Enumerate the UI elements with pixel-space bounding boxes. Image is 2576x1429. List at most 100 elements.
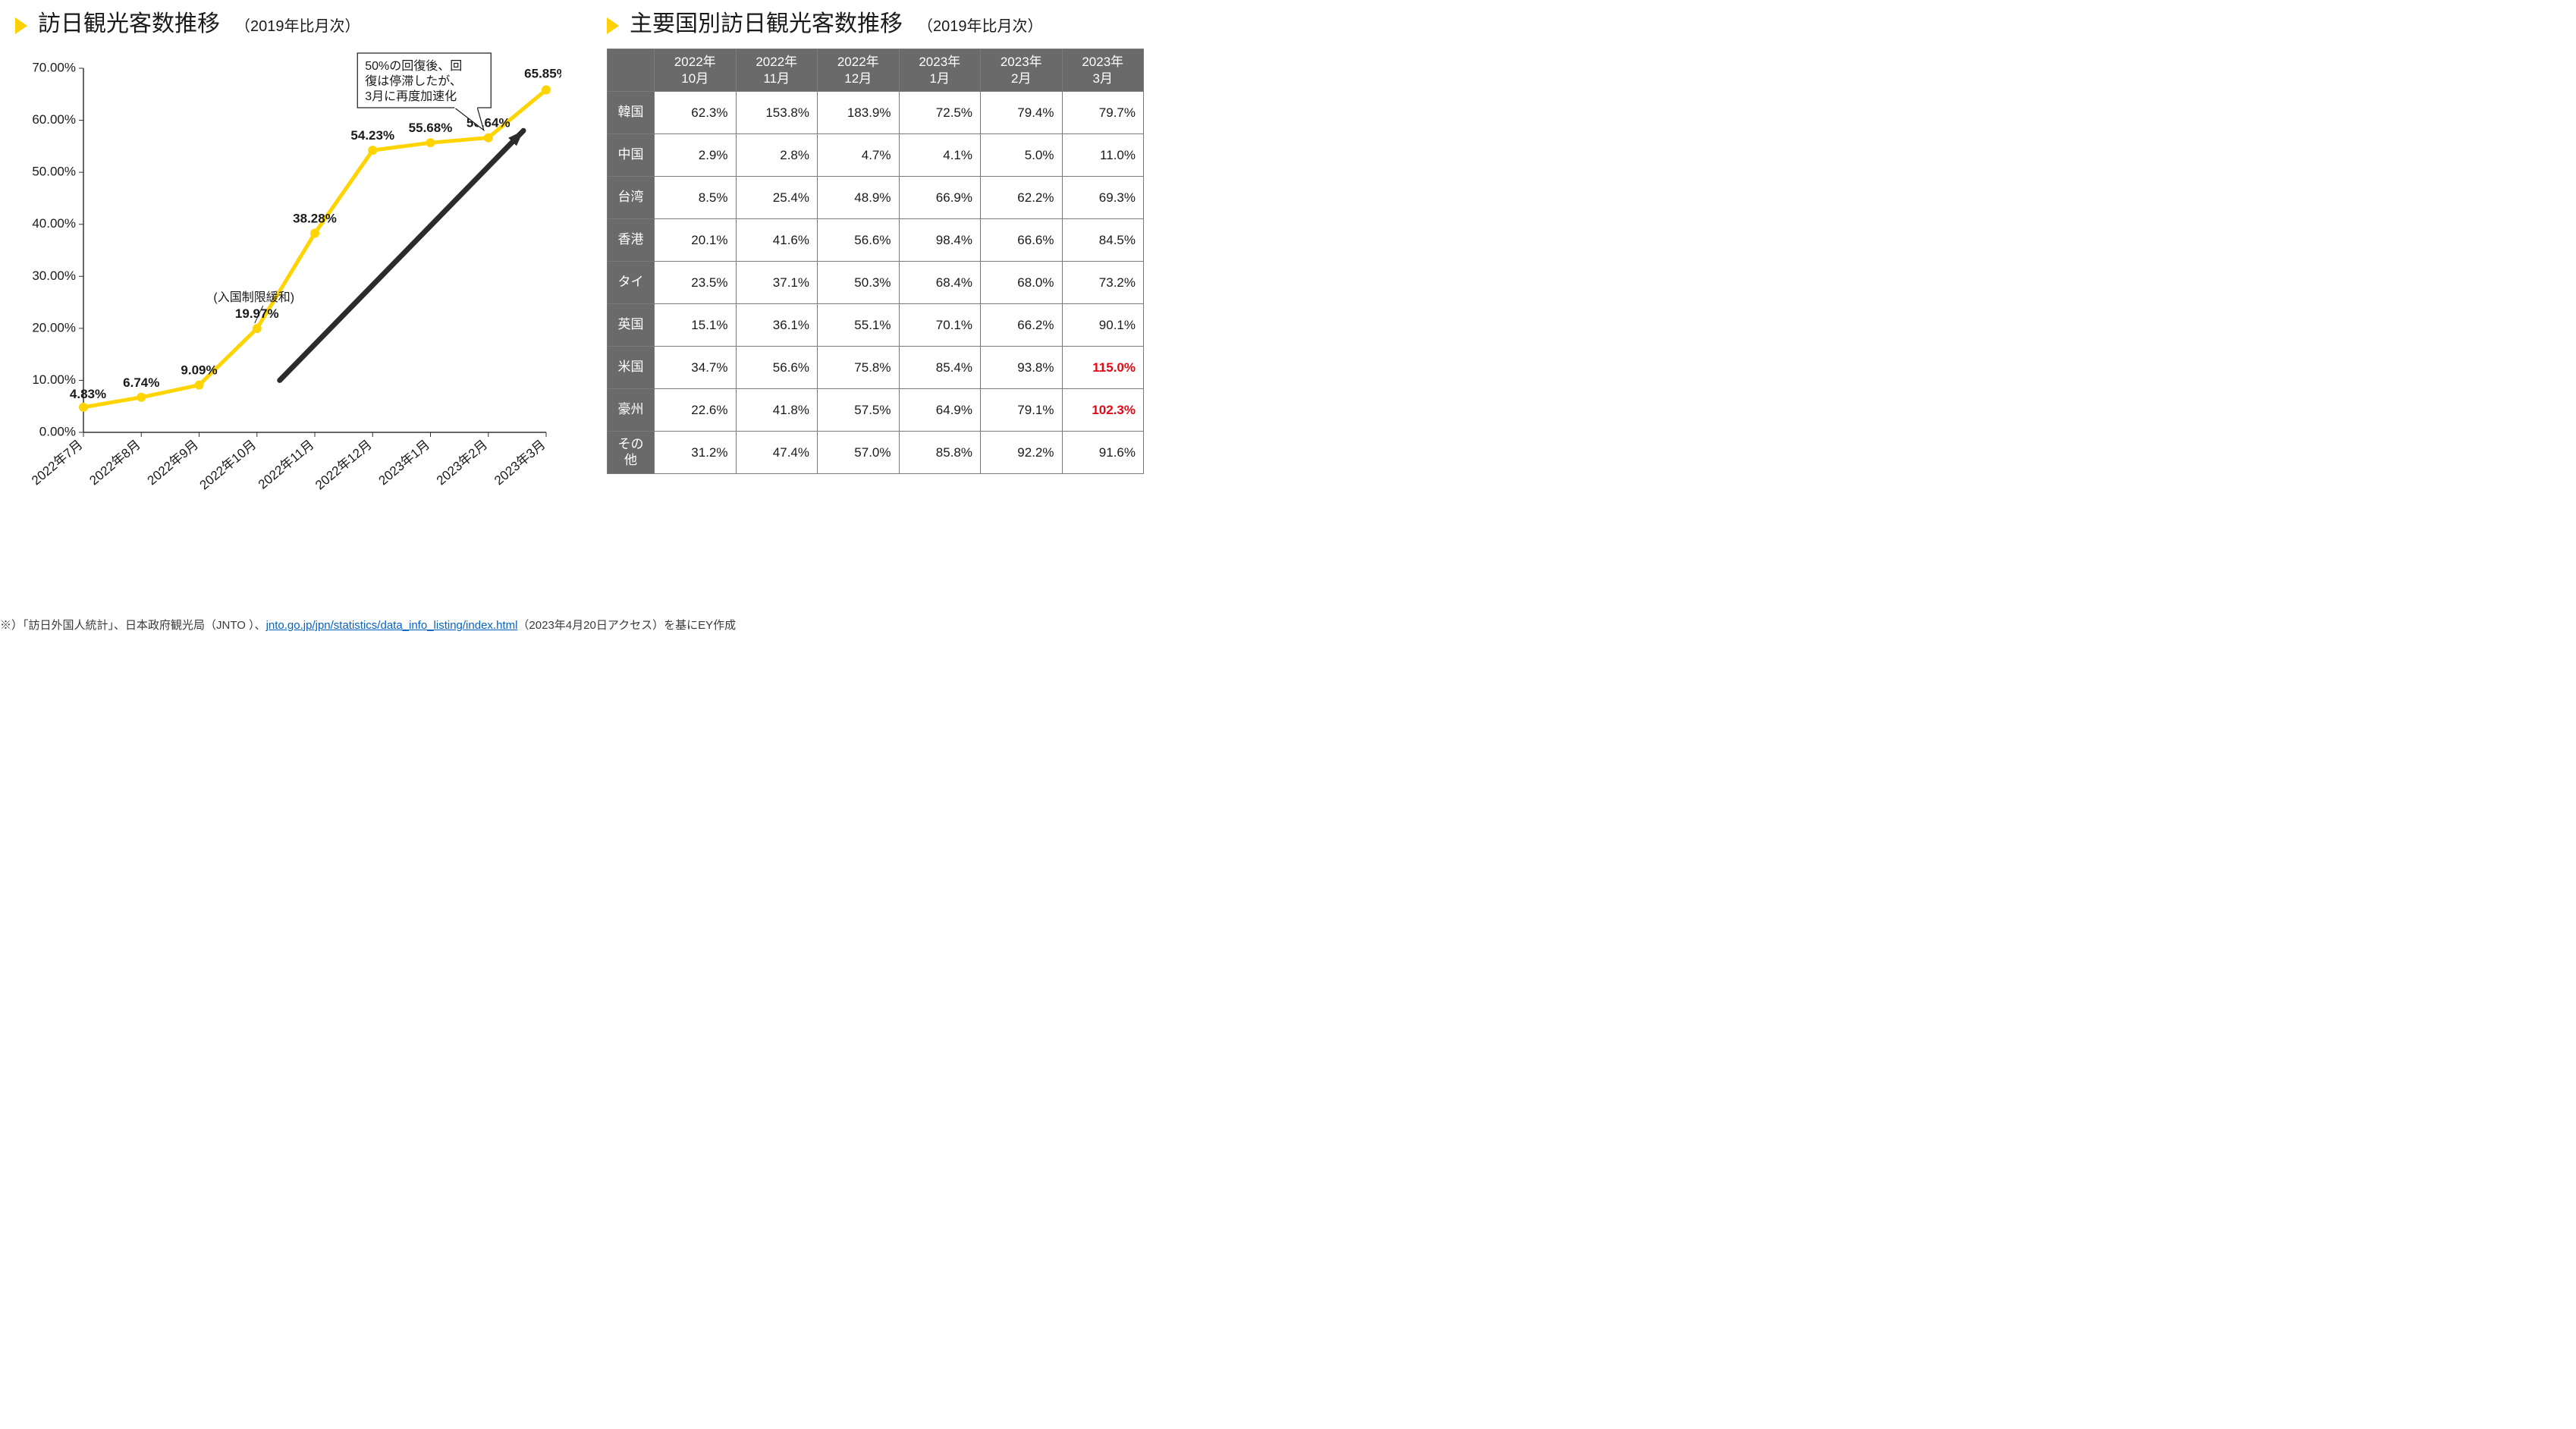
- table-cell: 62.3%: [655, 92, 737, 134]
- table-cell: 8.5%: [655, 177, 737, 219]
- table-cell: 22.6%: [655, 389, 737, 432]
- country-table: 2022年10月2022年11月2022年12月2023年1月2023年2月20…: [607, 49, 1144, 474]
- svg-text:65.85%: 65.85%: [524, 66, 561, 80]
- table-cell: 56.6%: [818, 219, 900, 262]
- table-cell: 102.3%: [1062, 389, 1144, 432]
- left-title-main: 訪日観光客数推移: [38, 5, 220, 38]
- table-cell: 70.1%: [899, 304, 981, 347]
- right-title-sub: （2019年比月次）: [918, 14, 1043, 36]
- svg-text:40.00%: 40.00%: [32, 216, 76, 231]
- svg-text:6.74%: 6.74%: [123, 375, 159, 390]
- table-col-header: 2022年12月: [818, 49, 900, 92]
- table-cell: 66.9%: [899, 177, 981, 219]
- table-row: 韓国62.3%153.8%183.9%72.5%79.4%79.7%: [608, 92, 1144, 134]
- svg-text:2022年10月: 2022年10月: [197, 438, 259, 493]
- table-cell: 2.8%: [736, 134, 818, 177]
- svg-text:2022年12月: 2022年12月: [313, 438, 375, 493]
- table-cell: 50.3%: [818, 262, 900, 304]
- table-cell: 90.1%: [1062, 304, 1144, 347]
- triangle-bullet-icon: [15, 17, 27, 34]
- svg-text:復は停滞したが、: 復は停滞したが、: [365, 74, 462, 88]
- table-cell: 47.4%: [736, 432, 818, 474]
- table-row: 香港20.1%41.6%56.6%98.4%66.6%84.5%: [608, 219, 1144, 262]
- svg-text:4.83%: 4.83%: [70, 387, 106, 401]
- table-cell: 41.6%: [736, 219, 818, 262]
- table-cell: 183.9%: [818, 92, 900, 134]
- svg-text:30.00%: 30.00%: [32, 269, 76, 283]
- svg-text:55.68%: 55.68%: [409, 121, 453, 135]
- svg-text:3月に再度加速化: 3月に再度加速化: [365, 90, 457, 103]
- table-cell: 68.0%: [981, 262, 1063, 304]
- table-row-header: 台湾: [608, 177, 655, 219]
- line-chart-svg: 0.00%10.00%20.00%30.00%40.00%50.00%60.00…: [15, 46, 561, 546]
- table-row: その他31.2%47.4%57.0%85.8%92.2%91.6%: [608, 432, 1144, 474]
- table-cell: 79.1%: [981, 389, 1063, 432]
- svg-text:2022年11月: 2022年11月: [256, 438, 317, 492]
- table-cell: 75.8%: [818, 347, 900, 389]
- slide: 訪日観光客数推移 （2019年比月次） 0.00%10.00%20.00%30.…: [0, 0, 1159, 643]
- svg-text:38.28%: 38.28%: [293, 212, 337, 226]
- table-col-header: 2023年1月: [899, 49, 981, 92]
- triangle-bullet-icon: [607, 17, 619, 34]
- right-section-title: 主要国別訪日観光客数推移 （2019年比月次）: [607, 5, 1144, 38]
- table-row: 英国15.1%36.1%55.1%70.1%66.2%90.1%: [608, 304, 1144, 347]
- table-row-header: 英国: [608, 304, 655, 347]
- table-row-header: 中国: [608, 134, 655, 177]
- table-cell: 72.5%: [899, 92, 981, 134]
- table-cell: 98.4%: [899, 219, 981, 262]
- table-row: 台湾8.5%25.4%48.9%66.9%62.2%69.3%: [608, 177, 1144, 219]
- table-row-header: 米国: [608, 347, 655, 389]
- table-row: 中国2.9%2.8%4.7%4.1%5.0%11.0%: [608, 134, 1144, 177]
- table-cell: 56.6%: [736, 347, 818, 389]
- table-row-header: 韓国: [608, 92, 655, 134]
- svg-text:9.09%: 9.09%: [181, 363, 217, 378]
- table-cell: 84.5%: [1062, 219, 1144, 262]
- table-cell: 23.5%: [655, 262, 737, 304]
- svg-text:50.00%: 50.00%: [32, 165, 76, 179]
- table-cell: 85.8%: [899, 432, 981, 474]
- table-cell: 93.8%: [981, 347, 1063, 389]
- table-cell: 91.6%: [1062, 432, 1144, 474]
- table-cell: 41.8%: [736, 389, 818, 432]
- svg-text:2022年9月: 2022年9月: [145, 438, 201, 488]
- table-cell: 79.7%: [1062, 92, 1144, 134]
- left-column: 訪日観光客数推移 （2019年比月次） 0.00%10.00%20.00%30.…: [15, 5, 576, 546]
- svg-text:2022年8月: 2022年8月: [86, 438, 143, 488]
- table-cell: 79.4%: [981, 92, 1063, 134]
- table-cell: 20.1%: [655, 219, 737, 262]
- table-col-header: 2022年10月: [655, 49, 737, 92]
- table-cell: 34.7%: [655, 347, 737, 389]
- svg-text:2023年3月: 2023年3月: [492, 438, 548, 488]
- table-row-header: タイ: [608, 262, 655, 304]
- table-cell: 153.8%: [736, 92, 818, 134]
- table-cell: 4.1%: [899, 134, 981, 177]
- table-cell: 25.4%: [736, 177, 818, 219]
- footnote-link[interactable]: jnto.go.jp/jpn/statistics/data_info_list…: [266, 619, 518, 632]
- svg-text:2023年2月: 2023年2月: [434, 438, 490, 488]
- table-cell: 2.9%: [655, 134, 737, 177]
- svg-text:60.00%: 60.00%: [32, 112, 76, 127]
- table-cell: 5.0%: [981, 134, 1063, 177]
- left-section-title: 訪日観光客数推移 （2019年比月次）: [15, 5, 576, 38]
- table-col-header: 2023年2月: [981, 49, 1063, 92]
- table-cell: 57.5%: [818, 389, 900, 432]
- right-column: 主要国別訪日観光客数推移 （2019年比月次） 2022年10月2022年11月…: [607, 5, 1144, 546]
- table-corner: [608, 49, 655, 92]
- svg-text:2022年7月: 2022年7月: [29, 438, 85, 488]
- table-cell: 115.0%: [1062, 347, 1144, 389]
- table-cell: 66.2%: [981, 304, 1063, 347]
- svg-text:(入国制限緩和): (入国制限緩和): [213, 291, 294, 304]
- table-cell: 15.1%: [655, 304, 737, 347]
- table-cell: 85.4%: [899, 347, 981, 389]
- svg-text:70.00%: 70.00%: [32, 60, 76, 74]
- svg-text:2023年1月: 2023年1月: [376, 438, 432, 488]
- table-row-header: 豪州: [608, 389, 655, 432]
- table-cell: 55.1%: [818, 304, 900, 347]
- table-cell: 68.4%: [899, 262, 981, 304]
- svg-text:54.23%: 54.23%: [350, 128, 394, 143]
- table-cell: 48.9%: [818, 177, 900, 219]
- footnote-suffix: （2023年4月20日アクセス）を基にEY作成: [517, 619, 736, 632]
- table-row: タイ23.5%37.1%50.3%68.4%68.0%73.2%: [608, 262, 1144, 304]
- table-cell: 62.2%: [981, 177, 1063, 219]
- table-cell: 73.2%: [1062, 262, 1144, 304]
